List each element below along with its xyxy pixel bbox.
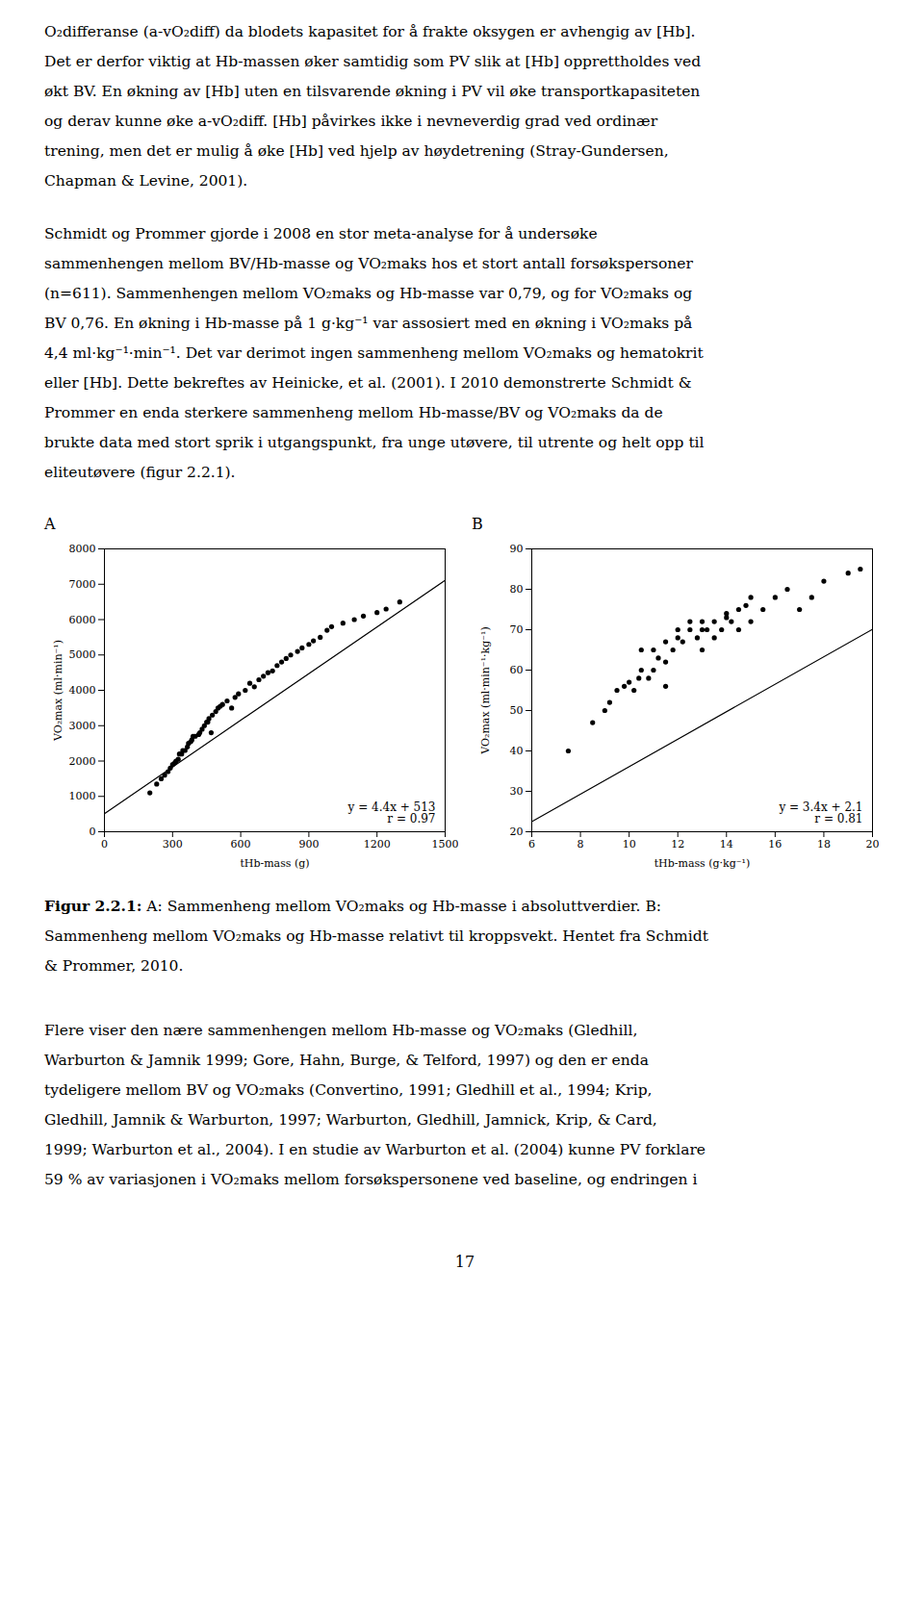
html-text:O₂differanse (a-vO₂diff) da bl: O₂differanse (a-vO₂diff) da blodets kapa… (44, 23, 696, 41)
svg-text:tHb-mass (g): tHb-mass (g) (239, 857, 309, 871)
svg-text:20: 20 (510, 825, 524, 839)
svg-text:0: 0 (101, 838, 108, 851)
html-text:& Prommer, 2010.: & Prommer, 2010. (44, 957, 184, 976)
html-text:Flere viser den nære sammenhen: Flere viser den nære sammenhengen mellom… (44, 1022, 638, 1040)
html-text:Chapman & Levine, 2001).: Chapman & Levine, 2001). (44, 172, 248, 190)
svg-text:18: 18 (817, 838, 831, 851)
svg-text:14: 14 (719, 838, 734, 851)
svg-text:8: 8 (577, 838, 585, 851)
html-text:og derav kunne øke a-vO₂diff.: og derav kunne øke a-vO₂diff. [Hb] påvir… (44, 112, 658, 130)
html-text:1999; Warburton et al., 2004).: 1999; Warburton et al., 2004). I en stud… (44, 1141, 706, 1159)
svg-text:40: 40 (510, 744, 524, 758)
html-text:59 % av variasjonen i VO₂maks: 59 % av variasjonen i VO₂maks mellom for… (44, 1171, 698, 1189)
svg-text:10: 10 (622, 838, 637, 851)
html-text:4,4 ml·kg⁻¹·min⁻¹. Det var der: 4,4 ml·kg⁻¹·min⁻¹. Det var derimot ingen… (44, 344, 704, 362)
html-text:sammenhengen mellom BV/Hb-mass: sammenhengen mellom BV/Hb-masse og VO₂ma… (44, 255, 693, 273)
html-text:Sammenheng mellom VO₂maks og H: Sammenheng mellom VO₂maks og Hb-masse re… (44, 927, 709, 946)
svg-text:16: 16 (768, 838, 782, 851)
svg-text:30: 30 (510, 785, 524, 798)
svg-text:8000: 8000 (69, 542, 97, 556)
svg-text:4000: 4000 (69, 684, 97, 697)
svg-text:tHb-mass (g·kg⁻¹): tHb-mass (g·kg⁻¹) (654, 857, 751, 871)
html-text:trening, men det er mulig å øk: trening, men det er mulig å øke [Hb] ved… (44, 142, 669, 160)
svg-text:7000: 7000 (69, 578, 97, 591)
html-text:eller [Hb]. Dette bekreftes av: eller [Hb]. Dette bekreftes av Heinicke,… (44, 374, 692, 392)
svg-text:70: 70 (510, 623, 524, 637)
html-text:Schmidt og Prommer gjorde i 20: Schmidt og Prommer gjorde i 2008 en stor… (44, 225, 598, 243)
svg-text:y = 4.4x + 513r = 0.97: y = 4.4x + 513r = 0.97 (347, 800, 437, 826)
html-text:Gledhill, Jamnik & Warburton,: Gledhill, Jamnik & Warburton, 1997; Warb… (44, 1111, 658, 1130)
html-text:Det er derfor viktig at Hb-mas: Det er derfor viktig at Hb-massen øker s… (44, 52, 701, 71)
svg-text:600: 600 (231, 838, 252, 851)
svg-text:5000: 5000 (69, 648, 97, 662)
svg-text:3000: 3000 (69, 719, 97, 733)
svg-text:VO₂max (ml·min⁻¹·kg⁻¹): VO₂max (ml·min⁻¹·kg⁻¹) (479, 626, 492, 756)
svg-text:12: 12 (670, 838, 685, 851)
html-text:eliteutøvere (figur 2.2.1).: eliteutøvere (figur 2.2.1). (44, 463, 236, 482)
svg-text:y = 3.4x + 2.1r = 0.81: y = 3.4x + 2.1r = 0.81 (777, 800, 863, 826)
html-text:17: 17 (455, 1253, 475, 1272)
svg-text:1000: 1000 (69, 790, 97, 803)
html-text:Figur 2.2.1: A: Sammenheng mel: Figur 2.2.1: A: Sammenheng mellom VO₂mak… (44, 897, 662, 916)
svg-text:300: 300 (162, 838, 183, 851)
svg-text:6000: 6000 (69, 614, 97, 627)
svg-text:80: 80 (510, 583, 524, 596)
svg-text:0: 0 (89, 825, 97, 839)
html-text:A: A (44, 514, 56, 534)
svg-text:1200: 1200 (363, 838, 391, 851)
svg-text:VO₂max (ml·min⁻¹): VO₂max (ml·min⁻¹) (51, 640, 65, 743)
svg-text:900: 900 (298, 838, 319, 851)
html-text:BV 0,76. En økning i Hb-masse: BV 0,76. En økning i Hb-masse på 1 g·kg⁻… (44, 314, 693, 333)
html-text:Prommer en enda sterkere samme: Prommer en enda sterkere sammenheng mell… (44, 404, 663, 422)
svg-text:2000: 2000 (69, 755, 97, 769)
html-text:tydeligere mellom BV og VO₂mak: tydeligere mellom BV og VO₂maks (Convert… (44, 1081, 653, 1100)
html-text:økt BV. En økning av [Hb] uten: økt BV. En økning av [Hb] uten en tilsva… (44, 82, 701, 101)
svg-text:1500: 1500 (432, 838, 460, 851)
svg-text:90: 90 (510, 542, 524, 556)
html-text:(n=611). Sammenhengen mellom V: (n=611). Sammenhengen mellom VO₂maks og … (44, 284, 693, 303)
svg-text:20: 20 (866, 838, 880, 851)
html-text:B: B (471, 514, 483, 534)
html-text:Warburton & Jamnik 1999; Gore,: Warburton & Jamnik 1999; Gore, Hahn, Bur… (44, 1052, 649, 1070)
svg-text:50: 50 (510, 704, 524, 718)
svg-text:60: 60 (510, 664, 524, 677)
html-text:brukte data med stort sprik i: brukte data med stort sprik i utgangspun… (44, 434, 705, 452)
svg-text:6: 6 (528, 838, 536, 851)
